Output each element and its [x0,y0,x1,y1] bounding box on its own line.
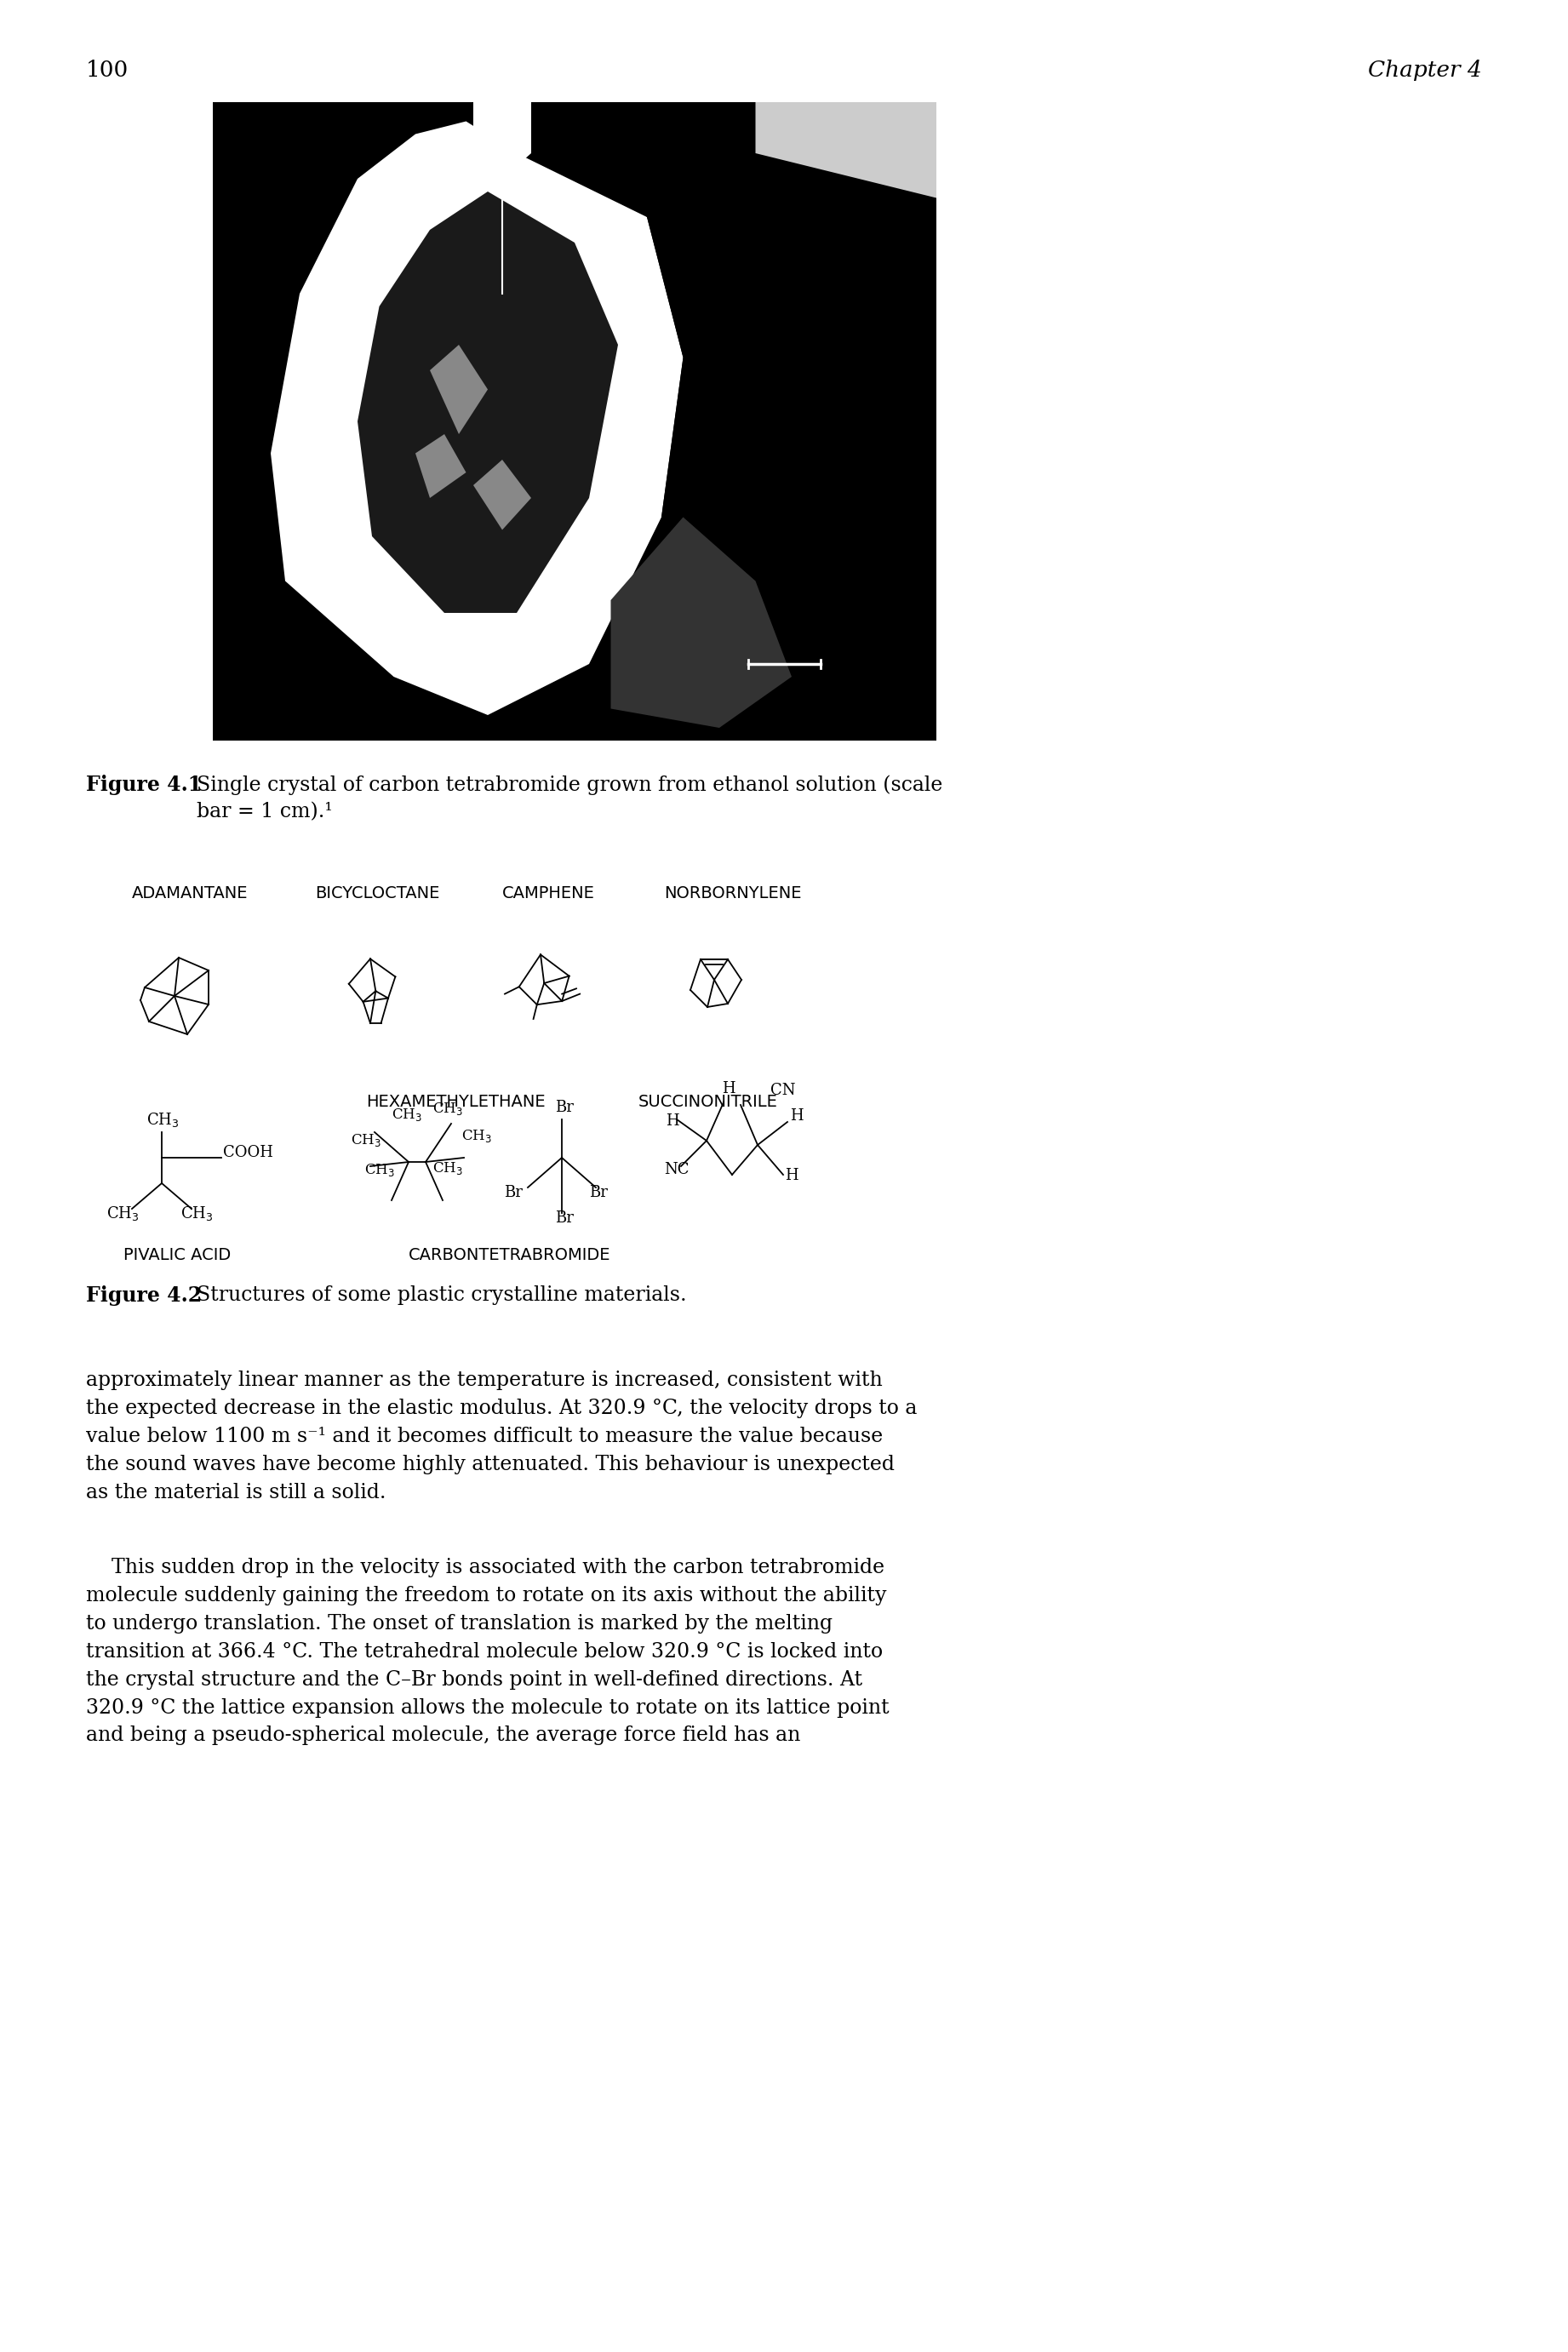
Text: CH$_3$: CH$_3$ [433,1160,463,1176]
Text: 100: 100 [86,59,129,80]
Bar [213,101,936,741]
Text: CN: CN [770,1082,795,1098]
Text: Figure 4.2: Figure 4.2 [86,1287,216,1305]
Text: CAMPHENE: CAMPHENE [502,884,594,901]
Text: Single crystal of carbon tetrabromide grown from ethanol solution (scale: Single crystal of carbon tetrabromide gr… [196,774,942,795]
Text: Chapter 4: Chapter 4 [1369,59,1482,80]
Polygon shape [574,101,936,741]
Text: bar = 1 cm).¹: bar = 1 cm).¹ [196,802,332,821]
Text: H: H [666,1112,679,1129]
Polygon shape [271,122,684,715]
Text: Figure 4.1: Figure 4.1 [86,774,216,795]
Text: CARBONTETRABROMIDE: CARBONTETRABROMIDE [409,1247,612,1263]
Polygon shape [756,101,936,198]
Text: CH$_3$: CH$_3$ [364,1162,395,1178]
Text: Structures of some plastic crystalline materials.: Structures of some plastic crystalline m… [196,1287,687,1305]
Text: HEXAMETHYLETHANE: HEXAMETHYLETHANE [365,1094,546,1110]
Text: NC: NC [663,1162,688,1178]
Text: SUCCINONITRILE: SUCCINONITRILE [638,1094,778,1110]
Text: H: H [786,1169,798,1183]
Polygon shape [612,517,792,727]
Polygon shape [430,346,488,435]
Text: CH$_3$: CH$_3$ [351,1131,381,1148]
Text: CH$_3$: CH$_3$ [461,1129,492,1143]
Text: This sudden drop in the velocity is associated with the carbon tetrabromide
mole: This sudden drop in the velocity is asso… [86,1557,889,1745]
Text: Br: Br [503,1185,522,1200]
Text: PIVALIC ACID: PIVALIC ACID [124,1247,230,1263]
Text: approximately linear manner as the temperature is increased, consistent with
the: approximately linear manner as the tempe… [86,1371,917,1503]
Text: CH$_3$: CH$_3$ [433,1101,463,1117]
Text: NORBORNYLENE: NORBORNYLENE [663,884,801,901]
Text: CH$_3$: CH$_3$ [107,1204,140,1223]
Text: Br: Br [555,1211,574,1225]
Polygon shape [474,101,532,179]
Text: COOH: COOH [223,1145,273,1160]
Polygon shape [474,459,532,529]
Text: H: H [721,1082,735,1096]
Polygon shape [358,191,618,614]
Text: CH$_3$: CH$_3$ [392,1108,422,1122]
Text: H: H [790,1108,803,1124]
Text: Br: Br [555,1101,574,1115]
Polygon shape [416,435,466,499]
Text: CH$_3$: CH$_3$ [180,1204,213,1223]
Text: ADAMANTANE: ADAMANTANE [132,884,248,901]
Text: Br: Br [590,1185,608,1200]
Text: CH$_3$: CH$_3$ [146,1110,179,1129]
Text: BICYCLOCTANE: BICYCLOCTANE [315,884,439,901]
